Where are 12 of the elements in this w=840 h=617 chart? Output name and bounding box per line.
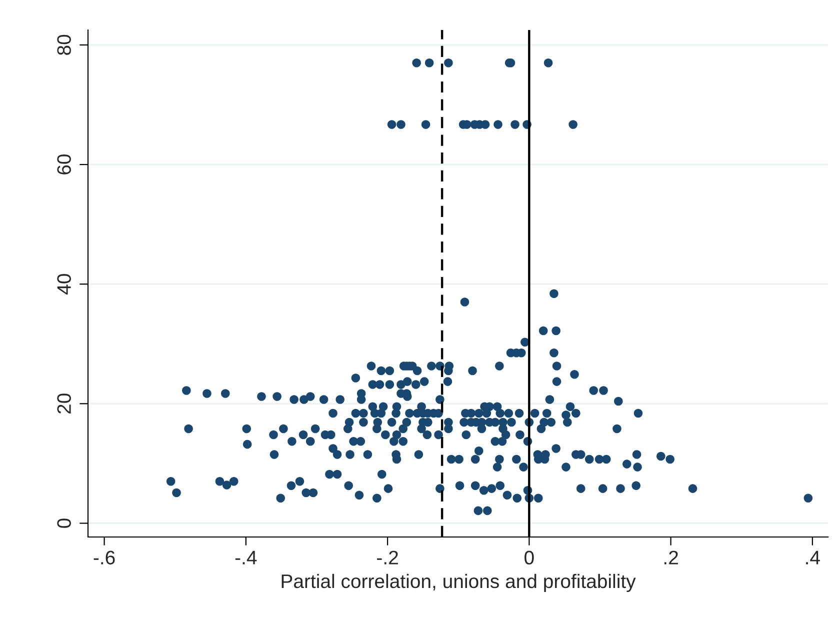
y-tick-label: 0 [57, 518, 71, 528]
y-tick-label: 60 [57, 154, 71, 174]
y-tick-label: 80 [57, 34, 71, 55]
x-tick-label: .4 [806, 550, 820, 564]
x-tick-label: .2 [664, 550, 678, 564]
y-tick-label: 20 [57, 394, 71, 414]
y-tick-label: 40 [57, 274, 71, 294]
x-axis-title: Partial correlation, unions and profitability [282, 574, 636, 592]
x-tick-label: -.2 [377, 550, 398, 564]
x-tick-label: -.4 [235, 550, 257, 564]
x-tick-label: 0 [524, 550, 534, 564]
x-tick-label: -.6 [94, 550, 115, 564]
